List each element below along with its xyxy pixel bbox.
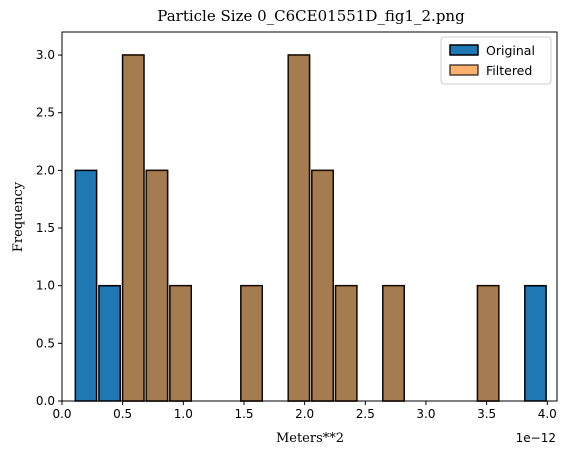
y-tick-label: 1.0 bbox=[36, 279, 55, 293]
legend-swatch-original bbox=[449, 44, 479, 56]
x-tick-label: 0.0 bbox=[52, 407, 71, 421]
x-axis-label: Meters**2 bbox=[276, 431, 344, 446]
filtered-bar-3 bbox=[145, 169, 169, 402]
filtered-bars bbox=[121, 54, 500, 402]
y-tick-label: 2.0 bbox=[36, 163, 55, 177]
legend-swatch-filtered bbox=[449, 64, 479, 76]
y-tick-label: 0.0 bbox=[36, 394, 55, 408]
filtered-bar-13 bbox=[382, 284, 405, 402]
legend: Original Filtered bbox=[440, 36, 552, 85]
filtered-bar-11 bbox=[334, 284, 358, 402]
x-tick-label: 3.5 bbox=[477, 407, 496, 421]
y-axis-label: Frequency bbox=[11, 181, 26, 252]
x-axis-ticks: 0.0 0.5 1.0 1.5 2.0 2.5 3.0 3.5 4.0 bbox=[52, 401, 557, 421]
x-tick-label: 2.0 bbox=[295, 407, 314, 421]
x-tick-label: 1.0 bbox=[174, 407, 193, 421]
legend-label-filtered: Filtered bbox=[486, 63, 532, 78]
x-tick-label: 2.5 bbox=[356, 407, 375, 421]
filtered-bar-9 bbox=[287, 54, 311, 402]
filtered-bar-2 bbox=[121, 54, 145, 402]
filtered-bar-4 bbox=[169, 284, 192, 402]
x-tick-label: 4.0 bbox=[538, 407, 557, 421]
filtered-bar-17 bbox=[476, 284, 500, 402]
x-tick-label: 1.5 bbox=[234, 407, 253, 421]
y-tick-label: 0.5 bbox=[36, 336, 55, 350]
y-axis-ticks: 0.0 0.5 1.0 1.5 2.0 2.5 3.0 bbox=[36, 48, 62, 408]
y-tick-label: 3.0 bbox=[36, 48, 55, 62]
y-tick-label: 1.5 bbox=[36, 221, 55, 235]
filtered-bar-7 bbox=[240, 284, 263, 402]
original-bar-0 bbox=[74, 169, 98, 402]
original-bar-1 bbox=[98, 284, 122, 402]
x-tick-label: 0.5 bbox=[113, 407, 132, 421]
y-tick-label: 2.5 bbox=[36, 106, 55, 120]
x-tick-label: 3.0 bbox=[416, 407, 435, 421]
legend-label-original: Original bbox=[486, 43, 535, 58]
filtered-bar-10 bbox=[311, 169, 334, 402]
original-bar-19 bbox=[524, 284, 547, 402]
x-axis-offset-label: 1e−12 bbox=[516, 431, 556, 445]
chart-title: Particle Size 0_C6CE01551D_fig1_2.png bbox=[157, 7, 465, 25]
plot-frame bbox=[61, 31, 558, 402]
